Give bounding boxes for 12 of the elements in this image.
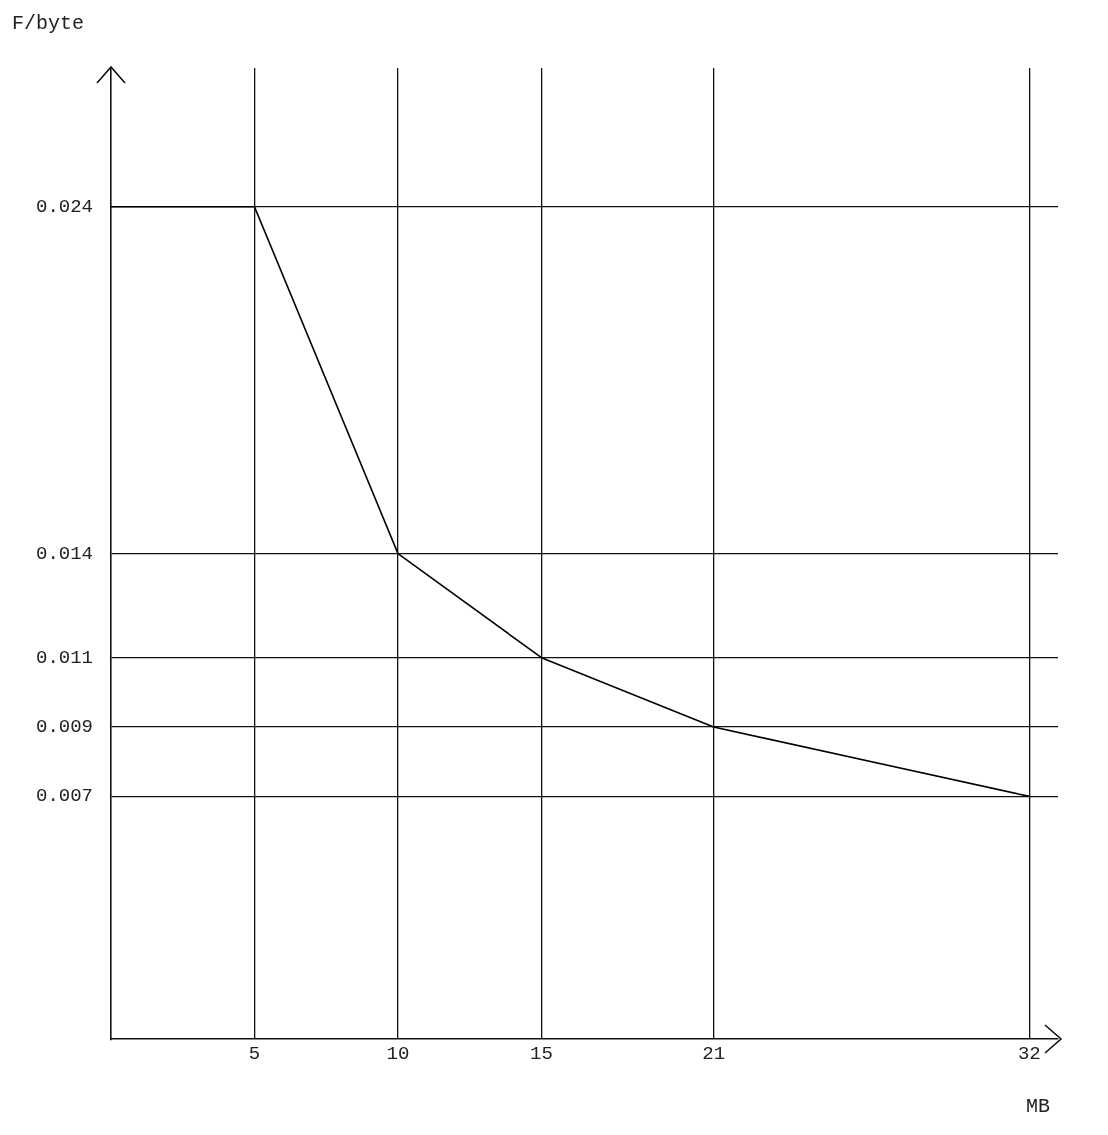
x-tick-label: 5 <box>248 1042 261 1065</box>
y-tick-label: 0.024 <box>35 195 94 218</box>
x-axis-title: MB <box>1025 1095 1051 1119</box>
y-tick-label: 0.011 <box>35 646 94 669</box>
x-tick-label: 21 <box>702 1042 726 1065</box>
x-tick-label: 10 <box>386 1042 410 1065</box>
y-tick-label: 0.007 <box>35 785 94 808</box>
x-tick-label: 15 <box>530 1042 553 1065</box>
y-tick-label: 0.009 <box>35 716 94 739</box>
y-tick-label: 0.014 <box>35 542 94 565</box>
x-tick-label: 32 <box>1017 1042 1041 1065</box>
y-axis-title: F/byte <box>12 12 85 36</box>
